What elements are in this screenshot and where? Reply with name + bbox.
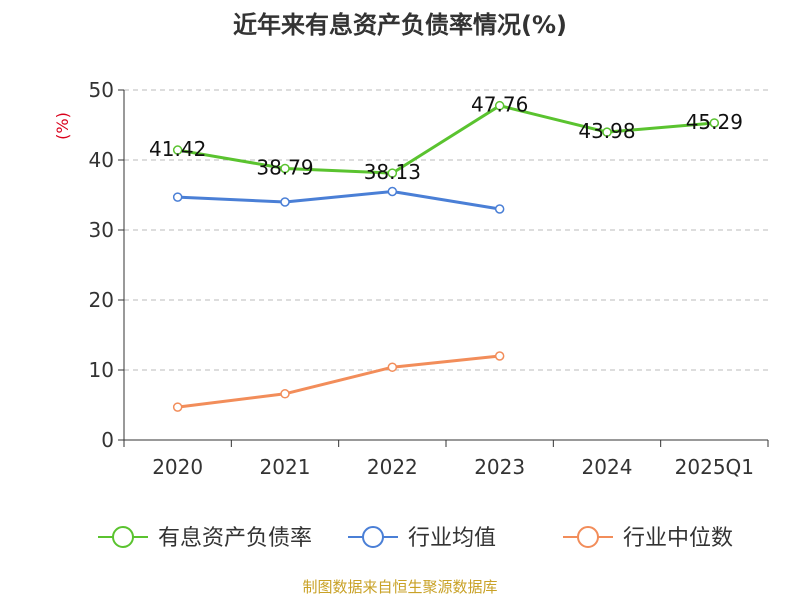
data-point [494, 351, 505, 361]
data-point [172, 402, 183, 412]
source-note: 制图数据来自恒生聚源数据库 [302, 578, 497, 596]
x-tick-label: 2023 [474, 455, 525, 479]
x-tick-label: 2020 [152, 455, 203, 479]
grid-lines [124, 89, 768, 371]
legend-label: 行业中位数 [623, 526, 733, 551]
y-tick-label: 50 [89, 78, 114, 102]
y-tick-label: 20 [89, 288, 114, 312]
chart-title: 近年来有息资产负债率情况(%) [233, 11, 567, 39]
data-point [280, 197, 290, 207]
data-point [494, 100, 505, 111]
x-tick-label: 2025Q1 [675, 455, 754, 479]
y-axis-label: (%) [53, 112, 72, 140]
series-line-0 [177, 104, 715, 175]
data-point [387, 168, 398, 178]
x-tick-label: 2024 [582, 455, 633, 479]
legend-marker [362, 526, 384, 548]
series-layer [172, 100, 720, 412]
legend-label: 有息资产负债率 [158, 526, 312, 551]
data-point [494, 204, 505, 214]
data-label: 43.98 [578, 119, 635, 143]
y-tick-label: 30 [89, 218, 114, 242]
legend-marker [112, 526, 134, 548]
data-point [280, 163, 290, 174]
series-line-2 [177, 354, 500, 409]
legend: 有息资产负债率 行业均值 行业中位数 [98, 526, 733, 551]
data-label: 45.29 [686, 110, 743, 134]
data-label: 47.76 [471, 93, 528, 117]
data-labels: 41.42 38.79 38.13 47.76 43.98 45.29 [149, 93, 743, 184]
data-point [387, 362, 398, 372]
data-label: 38.13 [364, 160, 421, 184]
y-tick-label: 40 [89, 148, 114, 172]
x-tick-label: 2021 [260, 455, 311, 479]
series-line-1 [177, 190, 500, 211]
axes: 0 10 20 30 40 50 2020 2021 2022 2023 2024 2025Q1 [89, 78, 769, 479]
x-tick-label: 2022 [367, 455, 418, 479]
y-tick-label: 0 [101, 428, 114, 452]
legend-marker [577, 526, 599, 548]
legend-label: 行业均值 [408, 526, 496, 551]
data-label: 38.79 [256, 155, 313, 179]
data-point [172, 192, 183, 202]
data-point [709, 118, 720, 128]
data-point [280, 389, 290, 399]
data-point [172, 145, 183, 155]
data-label: 41.42 [149, 137, 206, 161]
y-tick-label: 10 [89, 358, 114, 382]
data-point [602, 127, 612, 137]
data-point [387, 186, 398, 197]
